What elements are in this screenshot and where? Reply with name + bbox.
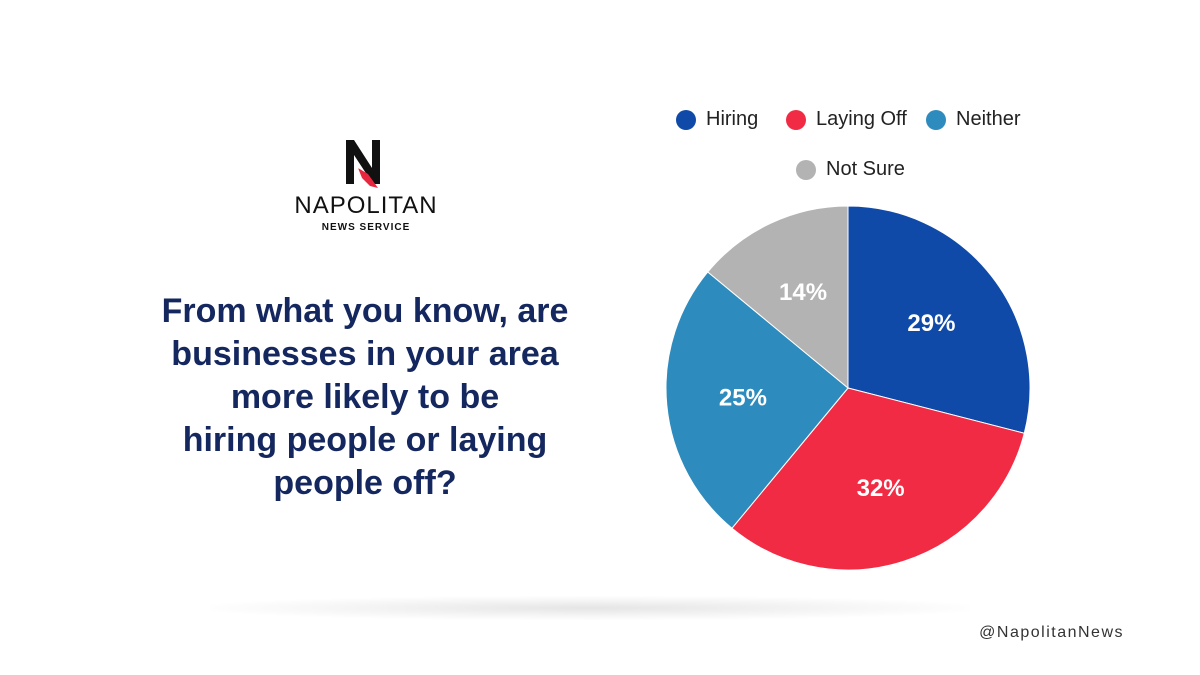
legend-label: Laying Off (816, 108, 907, 130)
legend-swatch (796, 159, 816, 180)
legend-label: Not Sure (826, 158, 905, 180)
question-line: From what you know, are (161, 292, 569, 330)
pie-slice-hiring (847, 205, 1031, 434)
legend-swatch (926, 109, 946, 130)
napolitan-logo-icon (346, 140, 380, 188)
pie-slice-laying-off (731, 387, 1025, 571)
pie-chart: 29% 32% 25% 14% (665, 205, 1031, 571)
brand-logo: NAPOLITAN NEWS SERVICE (286, 138, 446, 238)
brand-subtitle: NEWS SERVICE (321, 222, 411, 233)
social-handle: @NapolitanNews (979, 624, 1124, 641)
legend-swatch (786, 109, 806, 130)
question-line: businesses in your area (171, 335, 559, 373)
legend-item-not-sure: Not Sure (796, 158, 905, 181)
legend-item-neither: Neither (926, 108, 1020, 131)
question-line: hiring people or laying (182, 421, 548, 459)
legend-item-hiring: Hiring (676, 108, 758, 131)
legend-label: Hiring (706, 108, 759, 130)
pie-data-label: 25% (719, 384, 767, 411)
pie-data-label: 32% (857, 475, 905, 502)
brand-name: NAPOLITAN (294, 192, 438, 219)
pie-slice-not-sure (707, 205, 849, 390)
card-shadow (210, 596, 970, 620)
question-text: From what you know, are businesses in yo… (110, 290, 620, 505)
legend-label: Neither (956, 108, 1021, 130)
question-line: people off? (273, 464, 457, 502)
pie-slice-neither (665, 271, 849, 529)
legend-item-laying-off: Laying Off (786, 108, 907, 131)
legend-swatch (676, 109, 696, 130)
question-line: more likely to be (230, 378, 500, 416)
pie-data-label: 29% (907, 310, 955, 337)
pie-data-label: 14% (779, 279, 827, 306)
chart-legend: Hiring Laying Off Neither Not Sure (640, 104, 1060, 194)
